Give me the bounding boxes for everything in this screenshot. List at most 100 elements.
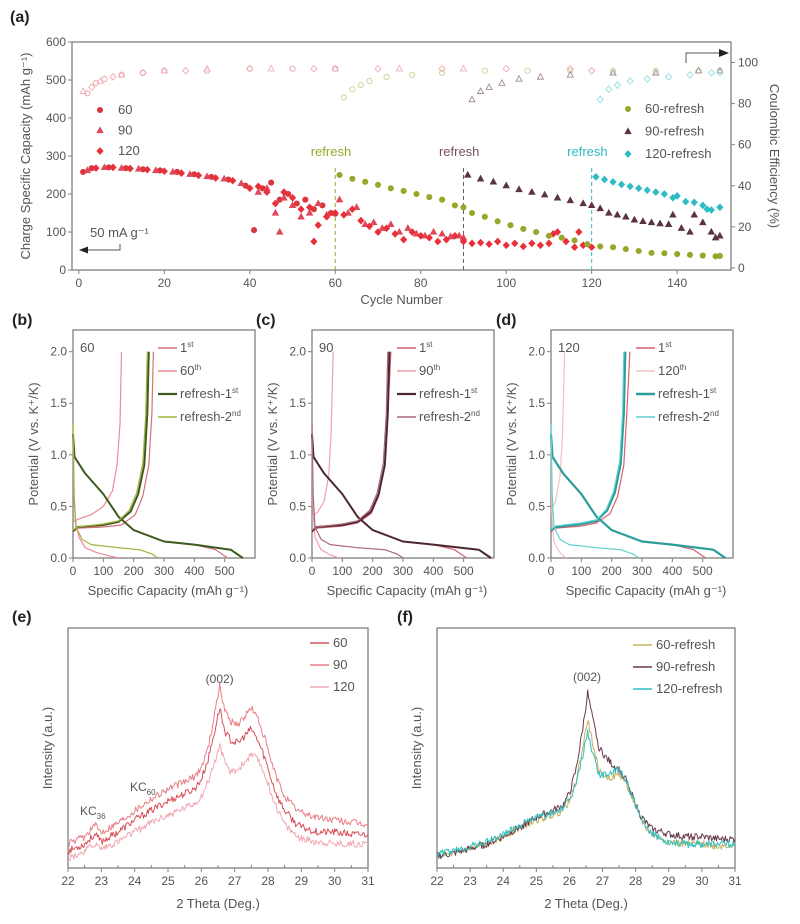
capacity-point: [352, 203, 361, 210]
capacity-point: [570, 243, 579, 252]
legend-label-main: refresh-1: [419, 386, 471, 401]
y-axis-title: Intensity (a.u.): [409, 707, 424, 789]
x-tick-label: 300: [632, 564, 652, 578]
charge-curve: [72, 351, 154, 533]
capacity-point: [336, 171, 343, 179]
x-tick-label: 30: [695, 874, 709, 888]
phase-label-main: KC: [80, 804, 97, 818]
charge-curve: [550, 351, 566, 512]
series-90-refresh: [463, 66, 724, 241]
capacity-point: [579, 199, 587, 207]
capacity-point: [682, 197, 690, 206]
capacity-point: [169, 167, 177, 175]
x-tick-label: 25: [530, 874, 544, 888]
panel-b: 0 100 200 300 400 500 0.0 0.5 1.0 1.5 2.0 (b) Specif…: [12, 312, 256, 598]
x-tick-label: 100: [93, 564, 113, 578]
discharge-curve: [550, 423, 567, 559]
legend-label: 60: [118, 102, 132, 117]
capacity-point: [707, 227, 716, 235]
xrd-pattern-120: [67, 743, 369, 862]
charge-curve: [550, 351, 631, 533]
y-tick-label: 0.0: [528, 551, 545, 565]
ce-point: [182, 66, 190, 75]
capacity-point: [502, 181, 510, 189]
x-tick-label: 30: [328, 874, 342, 888]
x-tick-label: 0: [548, 564, 555, 578]
ce-point: [160, 66, 169, 74]
capacity-point: [677, 224, 686, 231]
y-tick-label: 1.0: [50, 448, 67, 462]
x-axis-title: 2 Theta (Deg.): [544, 896, 628, 911]
y-tick-label: 0.0: [289, 551, 306, 565]
x-tick-label: 26: [195, 874, 209, 888]
capacity-point: [686, 227, 694, 235]
capacity-point: [494, 237, 502, 246]
capacity-point: [151, 166, 160, 174]
ce-point: [383, 73, 390, 80]
y-tick-label: 2.0: [289, 345, 306, 359]
legend-label: 1st: [658, 340, 672, 355]
ce-point: [664, 73, 673, 81]
legend-label: 120: [333, 679, 355, 694]
capacity-point: [520, 225, 527, 233]
ce-point: [267, 64, 275, 72]
peak-label: (002): [206, 672, 234, 686]
refresh-label: refresh: [567, 144, 607, 159]
ce-point: [716, 68, 724, 77]
x-tick-label: 27: [596, 874, 610, 888]
capacity-point: [661, 250, 668, 257]
capacity-point: [425, 233, 433, 242]
refresh-label: refresh: [311, 144, 351, 159]
legend-label-main: 1: [658, 340, 665, 355]
legend-marker: [624, 105, 632, 113]
capacity-point: [293, 200, 300, 207]
legend-label-sup: th: [194, 363, 201, 372]
ce-point: [409, 71, 416, 78]
capacity-point: [288, 193, 297, 202]
capacity-point: [302, 196, 309, 203]
ce-point: [88, 83, 96, 92]
y-axis-title: Potential (V vs. K⁺/K): [265, 382, 280, 505]
ce-point: [476, 87, 485, 94]
right-axis-arrow-line: [685, 52, 720, 63]
ce-point: [694, 66, 703, 74]
capacity-point: [626, 182, 634, 191]
capacity-point: [635, 247, 642, 255]
legend-label: 60-refresh: [656, 637, 715, 652]
capacity-point: [485, 240, 493, 249]
x-tick-label: 0: [70, 564, 77, 578]
y2-tick-label: 60: [738, 138, 752, 152]
x-tick-label: 22: [61, 874, 75, 888]
capacity-point: [553, 228, 562, 236]
capacity-point: [660, 190, 668, 198]
capacity-point: [639, 217, 647, 225]
ce-point: [96, 76, 104, 84]
capacity-point: [571, 237, 578, 244]
discharge-curve: [311, 423, 404, 559]
curve-refresh-2nd: [550, 351, 640, 559]
ce-point: [349, 86, 356, 93]
capacity-point: [365, 222, 374, 231]
capacity-point: [369, 218, 378, 226]
x-tick-label: 200: [124, 564, 144, 578]
legend-label-main: 1: [419, 340, 426, 355]
phase-label-main: KC: [130, 780, 147, 794]
ce-point: [79, 87, 87, 94]
legend-label-main: refresh-1: [180, 386, 232, 401]
discharge-curve: [72, 434, 244, 559]
discharge-curve: [550, 434, 707, 559]
capacity-point: [400, 187, 407, 195]
x-tick-label: 80: [414, 276, 428, 290]
ce-point: [101, 75, 108, 83]
y-axis-title: Potential (V vs. K⁺/K): [26, 382, 41, 505]
capacity-point: [160, 167, 168, 176]
legend-label: 120-refresh: [645, 146, 711, 161]
capacity-point: [647, 218, 656, 226]
x-tick-label: 31: [361, 874, 375, 888]
capacity-point: [361, 220, 369, 228]
capacity-point: [652, 188, 660, 196]
y-tick-label: 1.5: [289, 396, 306, 410]
capacity-point: [229, 176, 237, 185]
left-axis-arrow-line: [86, 244, 121, 251]
capacity-point: [519, 242, 527, 251]
